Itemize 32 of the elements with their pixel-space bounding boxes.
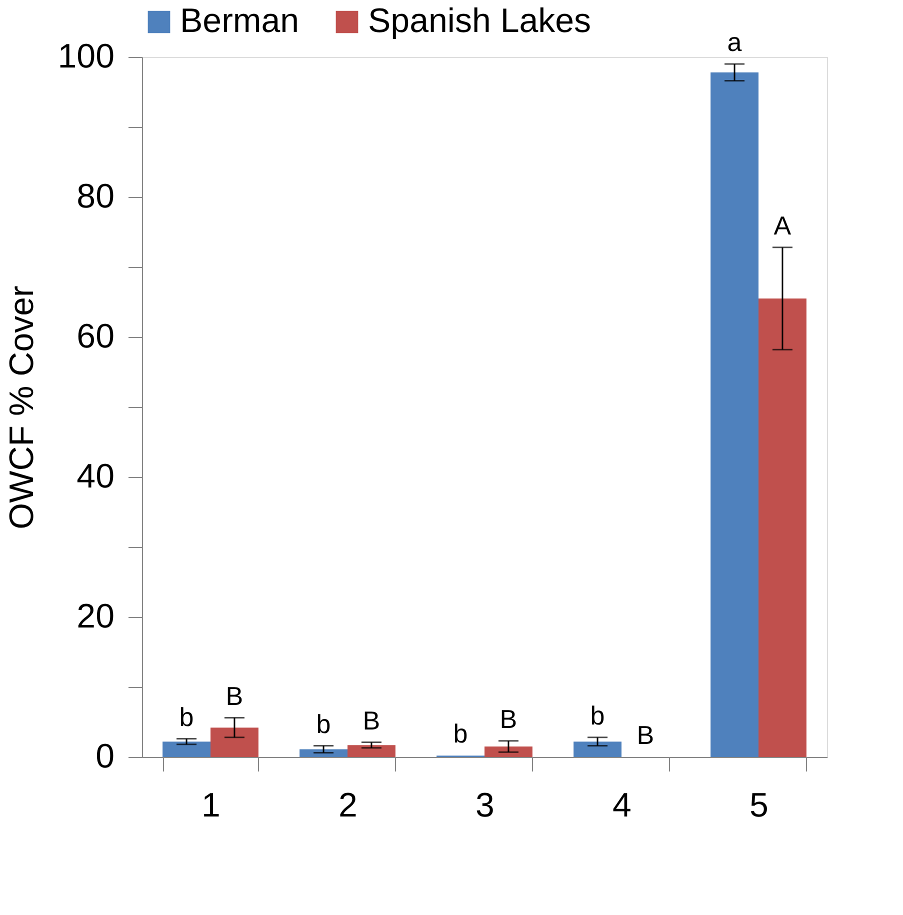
- y-axis-title: OWCF % Cover: [2, 286, 41, 530]
- annotation: A: [774, 210, 792, 240]
- annotation: b: [590, 700, 605, 730]
- bar: [574, 742, 622, 757]
- annotation: B: [500, 704, 518, 734]
- bar: [758, 298, 806, 757]
- bar: [300, 749, 348, 757]
- annotation: B: [636, 720, 654, 750]
- text: a: [727, 27, 742, 57]
- annotation: b: [179, 702, 194, 732]
- bar: [484, 746, 532, 757]
- bar: [162, 742, 210, 757]
- x-tick-label: 4: [612, 786, 632, 824]
- y-tick-label: 100: [58, 38, 114, 76]
- legend-label: Berman: [180, 2, 300, 40]
- bar: [210, 728, 258, 757]
- x-tick-label: 2: [338, 786, 358, 824]
- annotation: B: [362, 705, 380, 736]
- x-tick-label: 5: [750, 786, 768, 824]
- annotation: B: [226, 680, 244, 711]
- legend-label: Spanish Lakes: [368, 2, 592, 40]
- y-tick-label: 40: [76, 458, 114, 496]
- annotation: b: [316, 708, 331, 739]
- bar: [710, 72, 758, 757]
- x-tick-label: 3: [476, 786, 494, 824]
- y-tick-label: 60: [76, 318, 114, 356]
- annotation: b: [453, 718, 468, 749]
- y-tick-label: 20: [76, 598, 114, 636]
- x-tick-label: 1: [202, 786, 220, 824]
- y-tick-label: 0: [96, 738, 114, 776]
- bar: [348, 745, 396, 757]
- y-tick-label: 80: [76, 178, 114, 216]
